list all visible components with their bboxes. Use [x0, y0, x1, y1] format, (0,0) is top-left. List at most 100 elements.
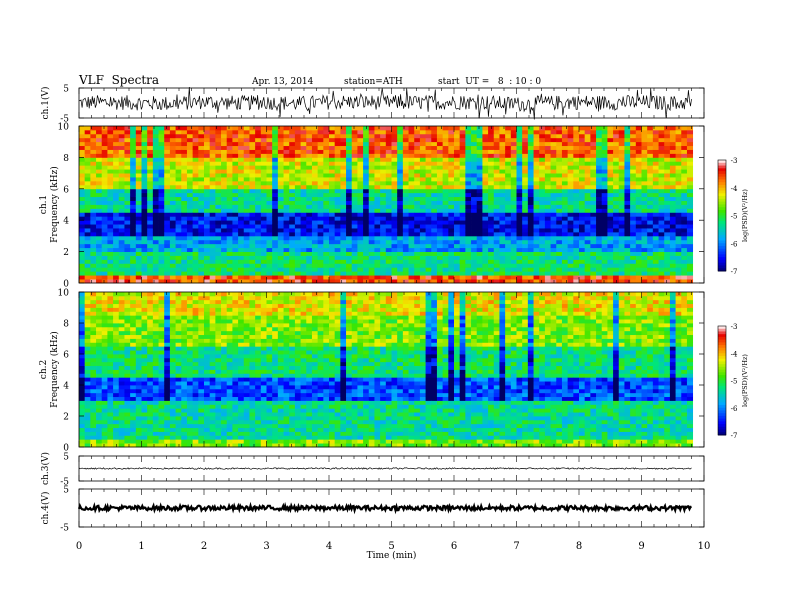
- spectrogram-cell: [124, 200, 131, 205]
- spectrogram-cell: [152, 177, 159, 182]
- spectrogram-cell: [124, 295, 131, 301]
- spectrogram-cell: [493, 259, 500, 264]
- spectrogram-cell: [618, 208, 625, 213]
- spectrogram-cell: [647, 239, 654, 245]
- spectrogram-cell: [118, 326, 125, 332]
- spectrogram-cell: [556, 200, 563, 205]
- spectrogram-cell: [186, 243, 194, 249]
- spectrogram-cell: [476, 149, 483, 154]
- spectrogram-cell: [346, 271, 353, 276]
- spectrogram-cell: [113, 196, 120, 201]
- spectrogram-cell: [204, 255, 211, 260]
- spectrogram-cell: [454, 145, 461, 150]
- spectrogram-cell: [601, 275, 608, 280]
- spectrogram-cell: [294, 247, 301, 253]
- spectrogram-cell: [658, 157, 665, 162]
- spectrogram-cell: [527, 271, 534, 276]
- spectrogram-cell: [510, 180, 517, 186]
- spectrogram-cell: [493, 204, 500, 209]
- spectrogram-cell: [346, 267, 353, 272]
- spectrogram-cell: [243, 180, 250, 186]
- spectrogram-cell: [124, 412, 131, 417]
- spectrogram-cell: [209, 231, 216, 237]
- spectrogram-cell: [391, 129, 398, 135]
- spectrogram-cell: [130, 427, 137, 432]
- spectrogram-cell: [243, 141, 250, 147]
- spectrogram-cell: [635, 192, 642, 198]
- spectrogram-cell: [397, 153, 404, 158]
- spectrogram-cell: [505, 149, 512, 154]
- spectrogram-cell: [181, 255, 188, 260]
- spectrogram-cell: [255, 216, 262, 221]
- spectrogram-cell: [107, 354, 114, 359]
- spectrogram-cell: [476, 180, 483, 186]
- spectrogram-cell: [124, 180, 131, 186]
- spectrogram-cell: [544, 192, 551, 198]
- spectrogram-cell: [124, 431, 131, 436]
- spectrogram-cell: [675, 157, 682, 162]
- spectrogram-cell: [141, 149, 148, 154]
- spectrogram-cell: [334, 220, 341, 225]
- spectrogram-cell: [186, 196, 194, 201]
- spectrogram-cell: [323, 243, 330, 249]
- spectrogram-cell: [641, 267, 648, 272]
- spectrogram-cell: [630, 192, 637, 198]
- spectrogram-cell: [533, 251, 540, 256]
- spectrogram-cell: [436, 224, 444, 229]
- spectrogram-cell: [181, 153, 188, 158]
- spectrogram-cell: [368, 235, 375, 241]
- spectrogram-cell: [135, 129, 142, 135]
- spectrogram-cell: [96, 385, 103, 390]
- spectrogram-cell: [664, 255, 671, 260]
- spectrogram-cell: [374, 161, 381, 166]
- spectrogram-cell: [476, 224, 483, 229]
- spectrogram-cell: [579, 224, 586, 229]
- spectrogram-cell: [544, 251, 551, 256]
- spectrogram-cell: [357, 161, 364, 166]
- spectrogram-cell: [647, 137, 654, 143]
- spectrogram-cell: [323, 180, 330, 186]
- spectrogram-cell: [79, 365, 86, 370]
- spectrogram-cell: [266, 196, 273, 201]
- spectrogram-cell: [232, 161, 239, 166]
- spectrogram-cell: [391, 243, 398, 249]
- spectrogram-cell: [130, 385, 137, 390]
- spectrogram-cell: [118, 396, 125, 401]
- spectrogram-cell: [124, 381, 131, 386]
- spectrogram-cell: [505, 220, 512, 225]
- spectrogram-cell: [317, 235, 324, 241]
- spectrogram-cell: [499, 133, 506, 139]
- spectrogram-cell: [408, 149, 415, 154]
- spectrogram-cell: [84, 263, 91, 268]
- spectrogram-cell: [414, 235, 421, 241]
- spectrogram-cell: [658, 259, 665, 264]
- spectrogram-cell: [442, 263, 449, 268]
- spectrogram-cell: [323, 145, 330, 150]
- spectrogram-cell: [101, 361, 108, 367]
- spectrogram-cell: [294, 212, 301, 217]
- spectrogram-cell: [380, 259, 387, 264]
- spectrogram-cell: [158, 204, 165, 209]
- spectrogram-cell: [186, 126, 194, 131]
- spectrogram-cell: [79, 385, 86, 390]
- spectrogram-cell: [334, 208, 341, 213]
- spectrogram-cell: [556, 224, 563, 229]
- spectrogram-cell: [436, 263, 444, 268]
- spectrogram-cell: [664, 228, 671, 233]
- spectrogram-cell: [533, 196, 540, 201]
- spectrogram-cell: [618, 271, 625, 276]
- spectrogram-cell: [516, 177, 523, 182]
- spectrogram-cell: [164, 263, 171, 268]
- spectrogram-cell: [652, 145, 659, 150]
- spectrogram-cell: [255, 228, 262, 233]
- spectrogram-cell: [141, 251, 148, 256]
- spectrogram-cell: [408, 235, 415, 241]
- spectrogram-cell: [527, 208, 534, 213]
- spectrogram-cell: [567, 169, 574, 174]
- spectrogram-cell: [522, 157, 529, 162]
- spectrogram-cell: [613, 212, 620, 217]
- spectrogram-cell: [499, 212, 506, 217]
- spectrogram-cell: [84, 231, 91, 237]
- spectrogram-cell: [613, 137, 620, 143]
- spectrogram-cell: [635, 169, 642, 174]
